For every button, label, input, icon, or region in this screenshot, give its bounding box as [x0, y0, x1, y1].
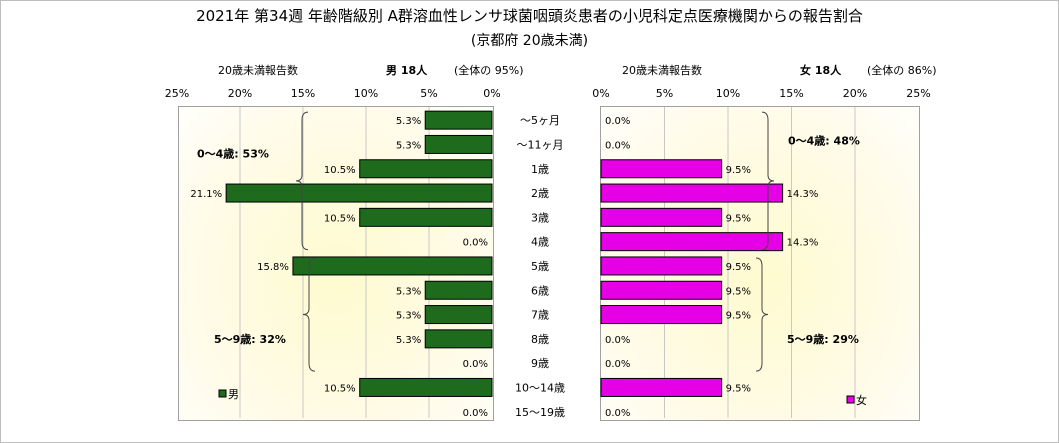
female-x-tick-label: 5%: [656, 87, 673, 100]
male-total: 男 18人: [386, 64, 428, 77]
male-data-label: 21.1%: [190, 189, 222, 200]
male-legend-label: 男: [228, 388, 239, 401]
female-bar: [600, 207, 723, 227]
male-bar: [424, 110, 493, 130]
male-bar: [359, 207, 493, 227]
female-total: 女 18人: [800, 64, 842, 77]
female-data-label: 9.5%: [726, 383, 751, 394]
female-data-label: 14.3%: [787, 189, 819, 200]
female-bar: [600, 183, 784, 203]
male-share: (全体の 95%): [454, 64, 524, 77]
category-label: 1歳: [531, 163, 549, 176]
category-label: 8歳: [531, 333, 549, 346]
male-legend-swatch: [218, 389, 227, 398]
male-bar: [359, 159, 493, 179]
female-x-tick-label: 0%: [592, 87, 609, 100]
male-bar: [424, 280, 493, 300]
male-x-tick-label: 20%: [228, 87, 252, 100]
female-annotation-5-9: 5～9歳: 29%: [787, 332, 859, 346]
chart-subtitle: (京都府 20歳未満): [470, 33, 589, 49]
male-data-label: 0.0%: [463, 408, 488, 419]
female-age-bracket-0-4: [761, 111, 775, 251]
female-bar: [600, 159, 723, 179]
female-x-tick-label: 20%: [843, 87, 867, 100]
female-count-label: 20歳未満報告数: [622, 64, 702, 77]
male-x-tick-label: 15%: [291, 87, 315, 100]
female-data-label: 9.5%: [726, 213, 751, 224]
male-x-tick-label: 25%: [165, 87, 189, 100]
female-data-label: 0.0%: [605, 335, 630, 346]
male-bar: [424, 134, 493, 154]
male-x-tick-label: 5%: [420, 87, 437, 100]
category-label: 7歳: [531, 309, 549, 322]
male-data-label: 10.5%: [324, 165, 356, 176]
male-data-label: 5.3%: [396, 116, 421, 127]
female-data-label: 9.5%: [726, 286, 751, 297]
female-data-label: 0.0%: [605, 140, 630, 151]
male-age-bracket-5-9: [302, 257, 316, 372]
male-bar: [359, 377, 493, 397]
female-annotation-0-4: 0～4歳: 48%: [788, 133, 860, 147]
male-bar: [292, 256, 493, 276]
male-x-tick-label: 10%: [354, 87, 378, 100]
female-data-label: 0.0%: [605, 116, 630, 127]
category-label: 2歳: [531, 187, 549, 200]
female-data-label: 0.0%: [605, 408, 630, 419]
male-bar: [225, 183, 493, 203]
female-data-label: 9.5%: [726, 165, 751, 176]
male-data-label: 5.3%: [396, 140, 421, 151]
female-legend-swatch: [846, 395, 855, 404]
category-label: 9歳: [531, 357, 549, 370]
female-share: (全体の 86%): [867, 64, 937, 77]
category-label: 4歳: [531, 236, 549, 249]
male-data-label: 5.3%: [396, 335, 421, 346]
category-label: 3歳: [531, 211, 549, 224]
category-label: 6歳: [531, 284, 549, 297]
category-label: ～5ヶ月: [520, 114, 560, 127]
male-data-label: 0.0%: [463, 359, 488, 370]
female-x-tick-label: 10%: [716, 87, 740, 100]
male-data-label: 0.0%: [463, 238, 488, 249]
female-bar: [600, 256, 723, 276]
male-x-tick-label: 0%: [483, 87, 500, 100]
female-bar: [600, 305, 723, 325]
male-annotation-5-9: 5～9歳: 32%: [214, 332, 286, 346]
male-data-label: 5.3%: [396, 311, 421, 322]
male-data-label: 10.5%: [324, 213, 356, 224]
male-age-bracket-0-4: [295, 111, 309, 251]
male-bar: [424, 305, 493, 325]
female-bar: [600, 377, 723, 397]
female-data-label: 9.5%: [726, 262, 751, 273]
male-data-label: 10.5%: [324, 383, 356, 394]
male-data-label: 5.3%: [396, 286, 421, 297]
female-bar: [600, 232, 784, 252]
female-data-label: 14.3%: [787, 238, 819, 249]
female-x-tick-label: 15%: [779, 87, 803, 100]
category-label: 5歳: [531, 260, 549, 273]
male-annotation-0-4: 0～4歳: 53%: [197, 146, 269, 160]
category-label: 10～14歳: [515, 381, 565, 394]
female-bar: [600, 280, 723, 300]
male-data-label: 15.8%: [257, 262, 289, 273]
male-bar: [424, 329, 493, 349]
female-age-bracket-5-9: [755, 257, 769, 372]
female-data-label: 9.5%: [726, 311, 751, 322]
female-x-tick-label: 25%: [906, 87, 930, 100]
category-label: ～11ヶ月: [517, 138, 564, 151]
category-label: 15～19歳: [515, 406, 565, 419]
female-legend-label: 女: [856, 393, 867, 407]
chart-title: 2021年 第34週 年齢階級別 A群溶血性レンサ球菌咽頭炎患者の小児科定点医療…: [196, 7, 863, 25]
female-data-label: 0.0%: [605, 359, 630, 370]
male-count-label: 20歳未満報告数: [218, 64, 298, 77]
